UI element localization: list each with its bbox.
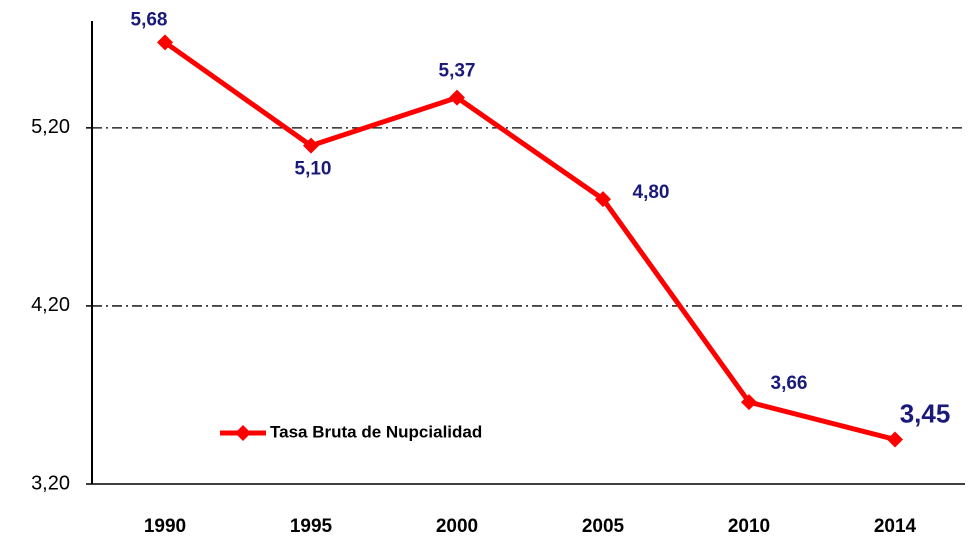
y-tick-label: 4,20	[31, 294, 70, 316]
x-tick-label: 1990	[144, 516, 186, 537]
data-point	[741, 394, 757, 411]
data-point	[887, 431, 903, 448]
data-label: 5,10	[295, 159, 332, 180]
legend-marker	[235, 425, 251, 441]
x-tick-label: 2014	[874, 516, 917, 537]
data-point	[449, 89, 465, 106]
y-tick-label: 5,20	[31, 116, 70, 138]
legend-label: Tasa Bruta de Nupcialidad	[270, 422, 482, 441]
data-label: 5,37	[439, 61, 476, 82]
data-point	[157, 34, 173, 51]
x-tick-label: 1995	[290, 516, 333, 537]
data-point	[303, 137, 319, 154]
data-label: 4,80	[633, 182, 670, 203]
data-label: 3,45	[900, 398, 951, 428]
x-tick-label: 2005	[582, 516, 625, 537]
data-label: 5,68	[131, 9, 168, 30]
data-label: 3,66	[771, 373, 808, 394]
data-point	[595, 191, 611, 208]
y-tick-label: 3,20	[31, 472, 70, 494]
x-tick-label: 2010	[728, 516, 770, 537]
x-tick-label: 2000	[436, 516, 478, 537]
data-line	[163, 40, 896, 442]
